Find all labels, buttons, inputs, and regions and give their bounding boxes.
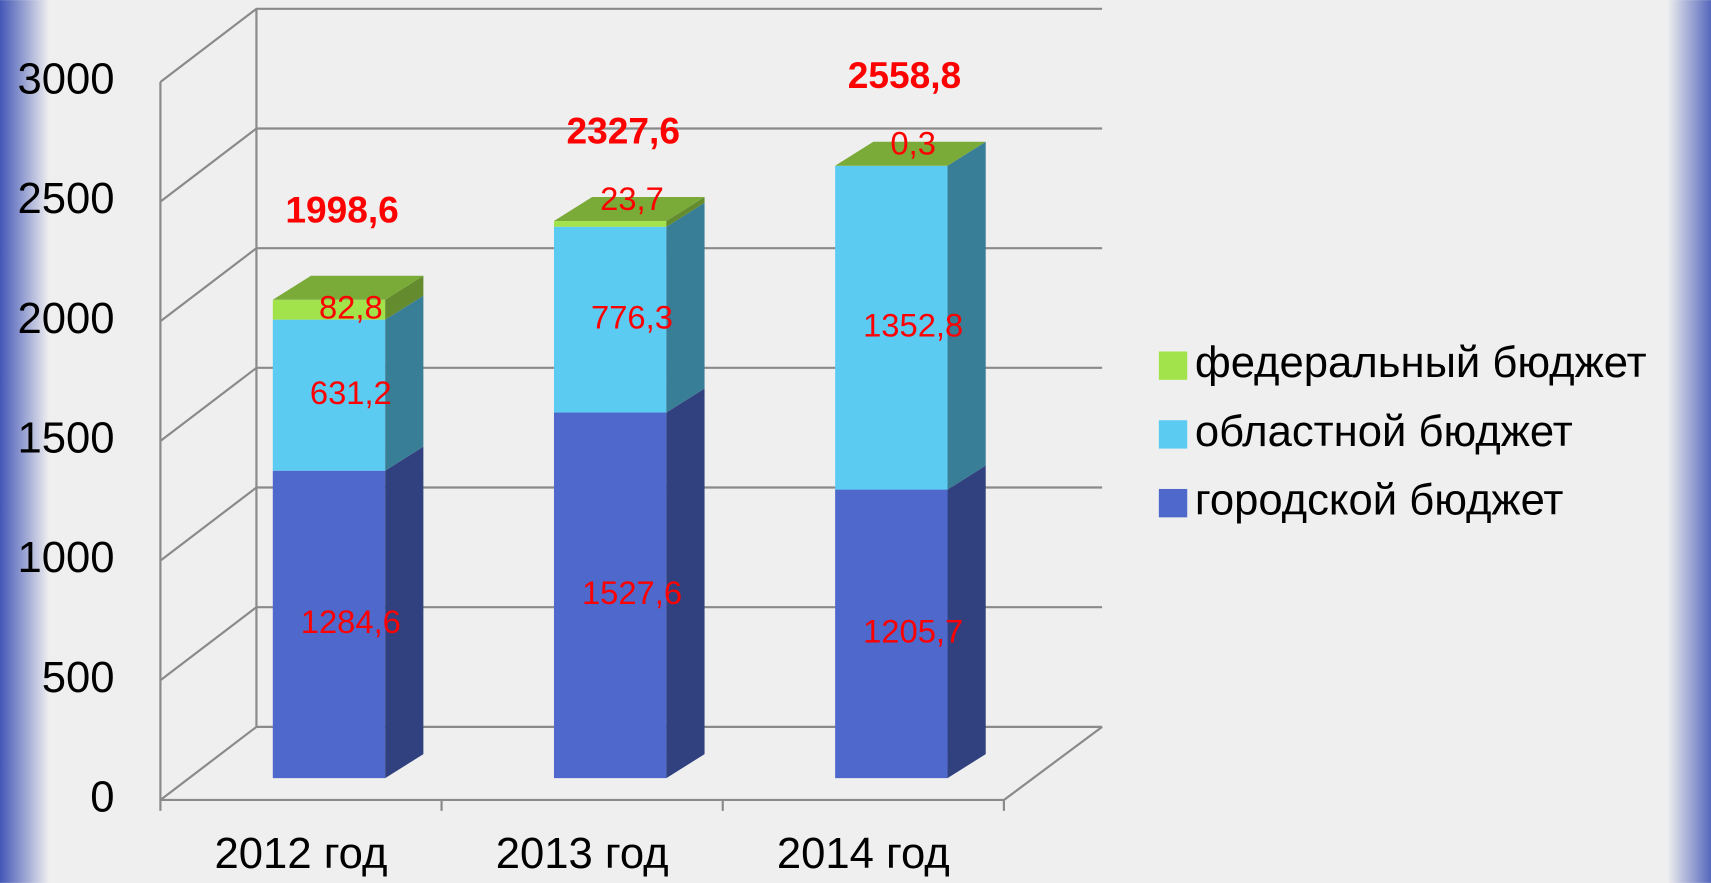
legend-label: областной бюджет <box>1195 407 1573 456</box>
value-label: 23,7 <box>600 180 664 217</box>
right-edge <box>1667 0 1711 883</box>
x-tick-label: 2014 год <box>777 829 950 878</box>
total-label: 2327,6 <box>567 110 680 152</box>
value-label: 631,2 <box>310 374 392 411</box>
x-tick-label: 2012 год <box>215 829 388 878</box>
y-tick-label: 1500 <box>18 413 115 462</box>
legend-swatch <box>1159 420 1187 448</box>
y-tick-label: 3000 <box>18 54 115 103</box>
value-label: 1284,6 <box>301 603 401 640</box>
y-tick-label: 500 <box>42 653 115 702</box>
total-label: 1998,6 <box>285 188 398 230</box>
value-label: 776,3 <box>591 298 673 335</box>
y-tick-label: 2000 <box>18 294 115 343</box>
legend-swatch <box>1159 489 1187 517</box>
value-label: 1527,6 <box>582 574 682 611</box>
legend-label: федеральный бюджет <box>1195 338 1647 387</box>
value-label: 82,8 <box>319 288 383 325</box>
value-label: 1352,8 <box>863 306 963 343</box>
y-tick-label: 1000 <box>18 533 115 582</box>
y-tick-label: 2500 <box>18 174 115 223</box>
legend-label: городской бюджет <box>1195 476 1564 525</box>
value-label: 1205,7 <box>863 612 963 649</box>
page: 0 500 1000 1500 2000 2500 3000 2012 год 1284,6 63… <box>0 0 1711 883</box>
value-label: 0,3 <box>890 125 935 162</box>
total-label: 2558,8 <box>848 54 961 96</box>
y-tick-label: 0 <box>90 772 114 821</box>
legend-swatch <box>1159 351 1187 379</box>
chart: 0 500 1000 1500 2000 2500 3000 2012 год 1284,6 63… <box>0 0 1711 883</box>
bar-segment <box>554 221 666 227</box>
x-tick-label: 2013 год <box>496 829 669 878</box>
